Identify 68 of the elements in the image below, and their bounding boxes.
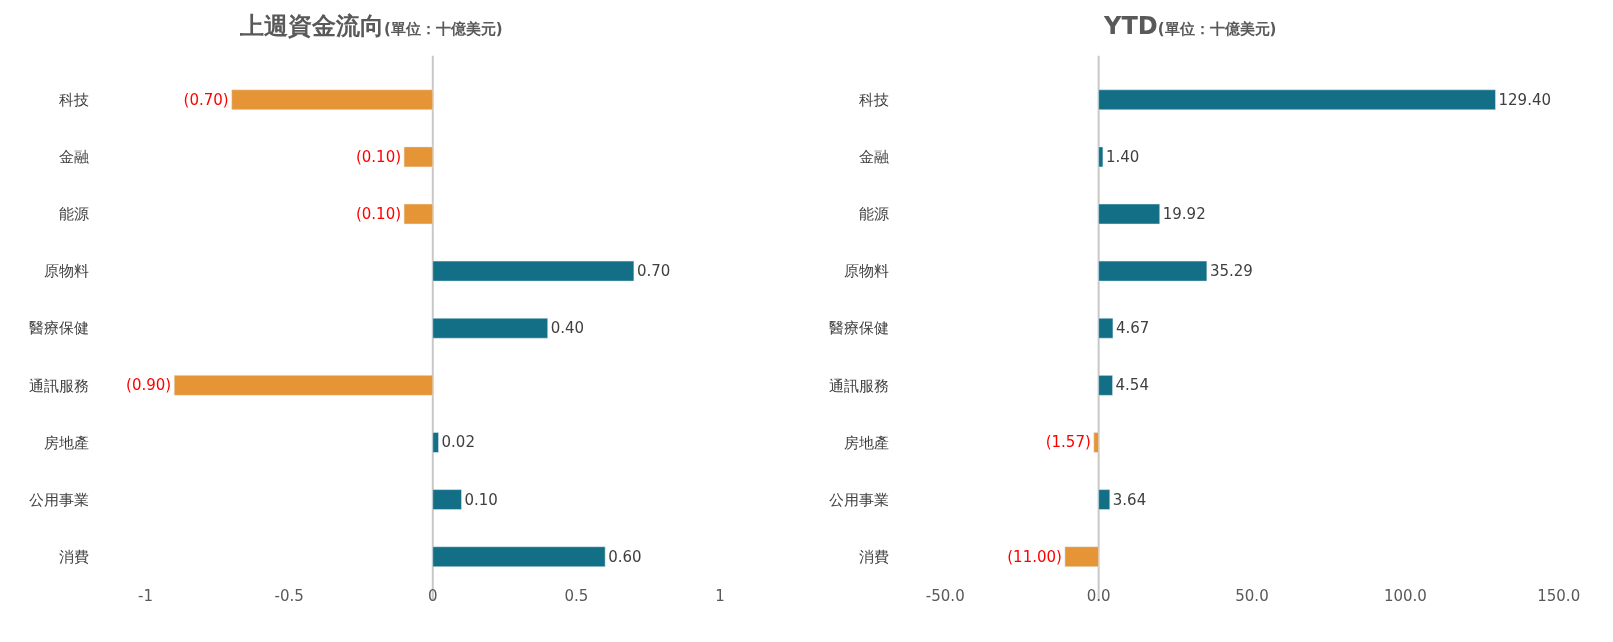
bar xyxy=(1098,146,1104,168)
bar xyxy=(1093,432,1099,453)
y-tick-label: 原物料 xyxy=(844,262,890,281)
bar xyxy=(1064,546,1099,567)
data-label: 0.10 xyxy=(464,490,498,509)
data-label: 4.67 xyxy=(1115,319,1150,338)
chart-title: YTD xyxy=(1103,12,1158,40)
y-tick-label: 科技 xyxy=(859,91,890,110)
y-tick-label: 通訊服務 xyxy=(829,376,890,395)
data-label: 129.40 xyxy=(1498,90,1552,109)
bar xyxy=(403,203,434,225)
chart-subtitle: (單位：十億美元) xyxy=(1157,20,1277,38)
data-label: 0.40 xyxy=(550,319,585,338)
data-label: (0.90) xyxy=(126,376,172,395)
data-label: 4.54 xyxy=(1115,376,1149,395)
data-label: 35.29 xyxy=(1209,262,1253,281)
y-tick-label: 金融 xyxy=(859,148,890,167)
chart-subtitle: (單位：十億美元) xyxy=(384,20,503,38)
data-label: (11.00) xyxy=(1007,547,1062,566)
x-tick-label: -50.0 xyxy=(925,587,965,606)
bar xyxy=(432,317,548,339)
x-tick-label: 100.0 xyxy=(1383,587,1427,606)
bar xyxy=(1098,317,1114,339)
x-tick-label: 1 xyxy=(715,587,725,606)
bar xyxy=(432,432,439,453)
y-tick-label: 醫療保健 xyxy=(29,319,90,338)
y-tick-label: 房地產 xyxy=(844,433,890,452)
x-tick-label: 50.0 xyxy=(1235,587,1269,606)
data-label: (0.10) xyxy=(355,205,402,223)
y-tick-label: 房地產 xyxy=(44,433,90,452)
y-tick-label: 能源 xyxy=(59,205,90,224)
bar xyxy=(1098,375,1113,396)
bar xyxy=(432,260,635,282)
x-tick-label: 150.0 xyxy=(1537,587,1581,606)
y-tick-label: 金融 xyxy=(59,148,90,167)
y-tick-label: 原物料 xyxy=(44,262,90,281)
bar xyxy=(432,546,606,567)
data-label: (0.70) xyxy=(183,90,229,109)
y-tick-label: 公用事業 xyxy=(29,490,90,509)
x-tick-label: 0.5 xyxy=(564,587,589,606)
bar xyxy=(231,89,434,111)
y-tick-label: 消費 xyxy=(859,547,890,566)
x-tick-label: -0.5 xyxy=(274,587,304,606)
data-label: 0.70 xyxy=(636,262,671,281)
x-tick-label: 0.0 xyxy=(1086,587,1111,606)
y-tick-label: 能源 xyxy=(859,205,890,224)
x-tick-label: 0 xyxy=(428,587,438,606)
x-tick-label: -1 xyxy=(137,587,153,606)
chart-title: 上週資金流向 xyxy=(239,12,384,40)
bar xyxy=(1098,489,1111,510)
bar xyxy=(173,375,434,396)
bar xyxy=(1098,203,1160,225)
data-label: 19.92 xyxy=(1162,205,1206,223)
data-label: (1.57) xyxy=(1045,433,1091,452)
bar xyxy=(1098,89,1496,111)
y-tick-label: 科技 xyxy=(59,91,90,110)
y-tick-label: 消費 xyxy=(59,547,90,566)
bar xyxy=(1098,260,1208,282)
y-tick-label: 醫療保健 xyxy=(829,319,890,338)
data-label: 1.40 xyxy=(1105,147,1140,166)
y-tick-label: 通訊服務 xyxy=(29,376,90,395)
data-label: 0.60 xyxy=(608,547,642,566)
y-tick-label: 公用事業 xyxy=(829,490,890,509)
data-label: 0.02 xyxy=(441,433,475,452)
bar xyxy=(432,489,462,510)
bar xyxy=(403,146,434,168)
data-label: (0.10) xyxy=(355,147,402,166)
data-label: 3.64 xyxy=(1112,490,1147,509)
